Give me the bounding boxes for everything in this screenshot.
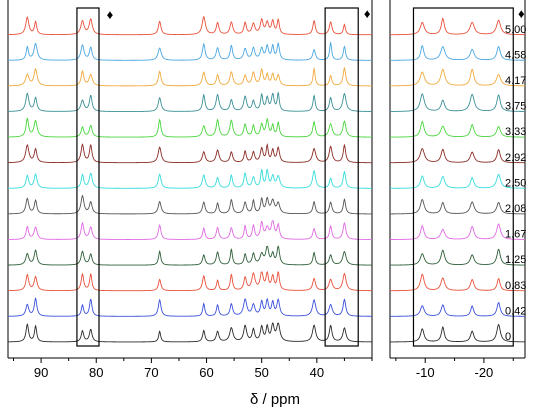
spectrum-main-2.50 — [8, 168, 373, 189]
spectrum-main-3.33 — [8, 117, 372, 138]
tick-group: 90 80 70 60 50 40 -10 -20 — [13, 358, 514, 380]
spectrum-main-0.83 — [7, 270, 372, 292]
highlight-boxes — [76, 7, 514, 347]
spectrum-main-3.75 — [7, 91, 372, 112]
x-tick-label: -10 — [416, 365, 435, 380]
x-tick-label: 40 — [310, 365, 324, 380]
diamond-marker-icon: ♦ — [518, 6, 525, 21]
highlight-box-main-0 — [76, 7, 100, 347]
spectrum-inset-2.50 — [390, 173, 525, 189]
series-label: 5.00 — [505, 24, 526, 36]
diamond-marker-icon: ♦ — [107, 7, 114, 22]
label-group: 5.00 4.58 4.17 3.75 3.33 2.92 2.50 2.08 1.67 1.25… — [107, 6, 527, 343]
x-tick-label: 90 — [34, 365, 48, 380]
series-label: 1.25 — [505, 254, 526, 266]
spectrum-inset-3.75 — [389, 93, 525, 112]
spectrum-inset-0 — [389, 324, 526, 343]
spectrum-inset-3.33 — [389, 120, 525, 138]
series-label: 2.08 — [505, 203, 526, 215]
highlight-box-main-1 — [324, 7, 359, 347]
spectrum-inset-2.92 — [389, 148, 525, 164]
spectrum-inset-0.42 — [390, 302, 525, 317]
series-label: 2.50 — [505, 177, 526, 189]
spectrum-main-4.58 — [7, 41, 372, 61]
series-label: 4.58 — [505, 49, 526, 61]
axis-frame — [7, 0, 526, 359]
spectrum-main-0.42 — [8, 297, 372, 317]
highlight-box-inset-0 — [412, 7, 514, 347]
spectrum-inset-5.00 — [390, 17, 526, 36]
series-label: 0 — [505, 331, 511, 343]
series-label: 3.33 — [505, 126, 526, 138]
spectrum-main-1.25 — [7, 245, 372, 266]
spectrum-main-5.00 — [7, 15, 372, 36]
series-label: 4.17 — [505, 75, 526, 87]
x-tick-label: 60 — [199, 365, 213, 380]
diamond-marker-icon: ♦ — [364, 6, 371, 21]
spectrum-inset-1.67 — [390, 223, 525, 240]
x-axis-title: δ / ppm — [250, 391, 300, 408]
spectrum-main-2.08 — [7, 194, 373, 215]
series-label: 2.92 — [505, 152, 526, 164]
spectrum-main-4.17 — [8, 66, 372, 87]
spectrum-inset-4.17 — [390, 68, 525, 87]
series-label: 0.83 — [505, 280, 526, 292]
spectrum-main-1.67 — [8, 220, 372, 240]
spectrum-inset-4.58 — [390, 44, 525, 61]
spectrum-main-2.92 — [7, 142, 372, 164]
x-tick-label: -20 — [475, 365, 494, 380]
x-tick-label: 70 — [144, 365, 158, 380]
spectrum-inset-1.25 — [389, 248, 526, 266]
x-tick-label: 50 — [254, 365, 268, 380]
spectra-group — [7, 15, 526, 343]
spectrum-inset-0.83 — [390, 273, 525, 292]
series-label: 0.42 — [505, 305, 526, 317]
spectrum-main-0 — [8, 322, 372, 343]
x-tick-label: 80 — [89, 365, 103, 380]
spectrum-inset-2.08 — [389, 198, 525, 215]
series-label: 1.67 — [505, 229, 526, 241]
series-label: 3.75 — [505, 101, 526, 113]
